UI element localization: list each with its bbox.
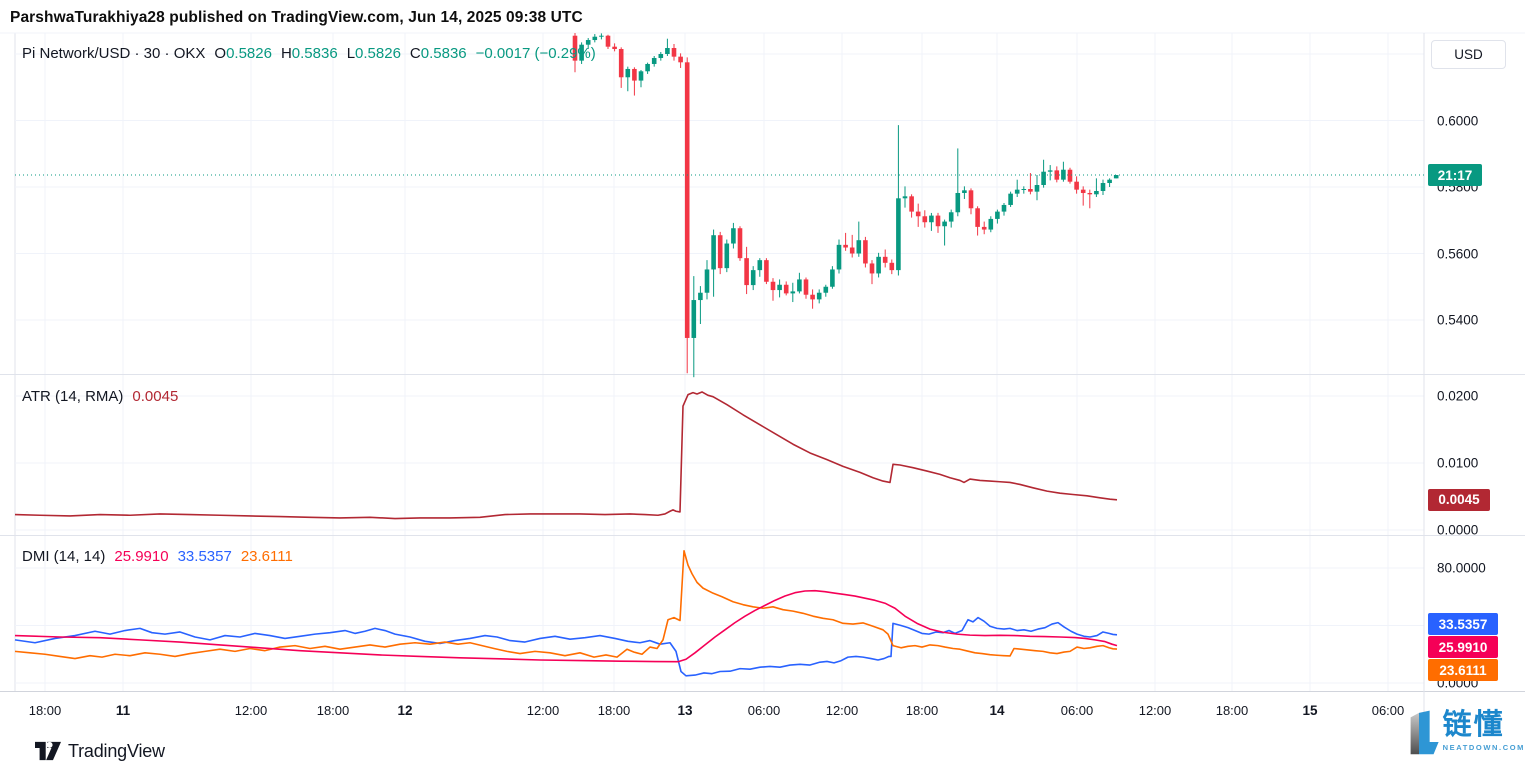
time-label: 18:00 xyxy=(28,703,62,718)
watermark-cn-text: 链懂 xyxy=(1442,709,1505,741)
tradingview-brand-text: TradingView xyxy=(68,740,165,761)
bar-countdown-badge: 21:17 xyxy=(1428,164,1482,187)
dmi-title: DMI (14, 14) xyxy=(22,548,106,565)
atr-title: ATR (14, RMA) xyxy=(22,388,124,405)
atr-legend[interactable]: ATR (14, RMA) 0.0045 xyxy=(22,388,178,405)
axis-tick-label: 0.0000 xyxy=(1437,522,1479,538)
time-label: 12:00 xyxy=(1138,703,1172,718)
time-label: 12:00 xyxy=(825,703,859,718)
time-label-day: 13 xyxy=(677,703,693,718)
time-label: 18:00 xyxy=(1215,703,1249,718)
time-label: 12:00 xyxy=(234,703,268,718)
dmi-badge: 25.9910 xyxy=(1428,636,1498,658)
time-label-day: 15 xyxy=(1302,703,1318,718)
time-label: 18:00 xyxy=(316,703,350,718)
neatdown-logo-icon xyxy=(1410,710,1439,755)
dmi-badge: 33.5357 xyxy=(1428,613,1498,635)
time-label: 06:00 xyxy=(1371,703,1405,718)
time-label: 06:00 xyxy=(747,703,781,718)
symbol-title: Pi Network/USD · 30 · OKX xyxy=(22,45,206,62)
time-label-day: 12 xyxy=(397,703,413,718)
dmi-diplus-value: 33.5357 xyxy=(177,548,232,565)
ohlc-high: H0.5836 xyxy=(280,45,338,62)
axis-tick-label: 0.0100 xyxy=(1437,455,1479,471)
time-label: 12:00 xyxy=(526,703,560,718)
publish-header: ParshwaTurakhiya28 published on TradingV… xyxy=(10,9,583,26)
symbol-legend[interactable]: Pi Network/USD · 30 · OKX O0.5826 H0.583… xyxy=(22,45,596,62)
time-label: 18:00 xyxy=(905,703,939,718)
watermark-site-text: NEATDOWN.COM xyxy=(1442,743,1525,752)
time-label-day: 11 xyxy=(115,703,131,718)
ohlc-close: C0.5836 xyxy=(409,45,467,62)
axis-tick-label: 0.6000 xyxy=(1437,113,1479,128)
price-change: −0.0017 (−0.29%) xyxy=(475,45,596,62)
time-label: 18:00 xyxy=(597,703,631,718)
axis-tick-label: 0.5600 xyxy=(1437,246,1479,261)
axis-tick-label: 0.0200 xyxy=(1437,388,1479,404)
dmi-diminus-value: 23.6111 xyxy=(240,548,293,565)
dmi-legend[interactable]: DMI (14, 14) 25.9910 33.5357 23.6111 xyxy=(22,548,293,565)
dmi-adx-value: 25.9910 xyxy=(114,548,169,565)
axis-tick-label: 0.5400 xyxy=(1437,312,1479,328)
atr-value: 0.0045 xyxy=(132,388,179,405)
axis-tick-label: 80.0000 xyxy=(1437,560,1486,576)
neatdown-watermark[interactable]: 链懂 NEATDOWN.COM xyxy=(1405,694,1525,772)
tradingview-attribution[interactable]: TradingView xyxy=(35,740,165,762)
ohlc-open: O0.5826 xyxy=(214,45,272,62)
currency-unit-button[interactable]: USD xyxy=(1431,40,1506,69)
dmi-badge: 23.6111 xyxy=(1428,659,1498,681)
time-label: 06:00 xyxy=(1060,703,1094,718)
atr-value-badge: 0.0045 xyxy=(1428,488,1490,511)
time-label-day: 14 xyxy=(989,703,1005,718)
ohlc-low: L0.5826 xyxy=(346,45,401,62)
tradingview-logo-icon xyxy=(35,741,61,761)
